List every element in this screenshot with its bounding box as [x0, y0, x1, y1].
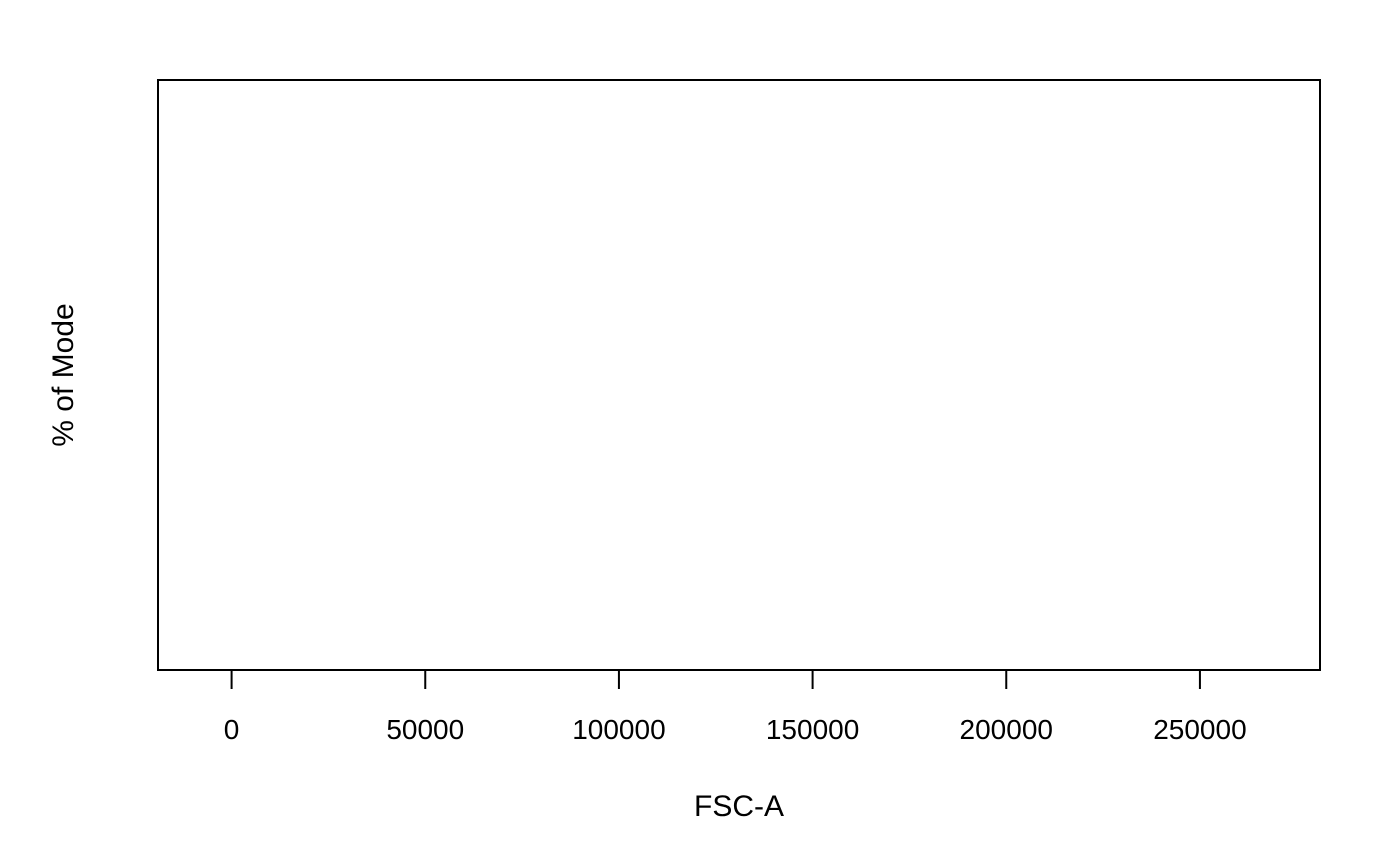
plot-frame	[157, 79, 1321, 671]
x-axis-tick-labels: 0 50000 100000 150000 200000 250000	[224, 714, 1247, 745]
y-axis-title: % of Mode	[47, 303, 80, 446]
x-tick-label: 250000	[1153, 714, 1246, 745]
x-tick-label: 200000	[960, 714, 1053, 745]
x-axis	[230, 670, 1201, 689]
x-tick-label: 150000	[766, 714, 859, 745]
x-tick-label: 0	[224, 714, 240, 745]
x-axis-title: FSC-A	[694, 790, 784, 823]
x-tick-label: 100000	[572, 714, 665, 745]
x-tick-label: 50000	[386, 714, 464, 745]
